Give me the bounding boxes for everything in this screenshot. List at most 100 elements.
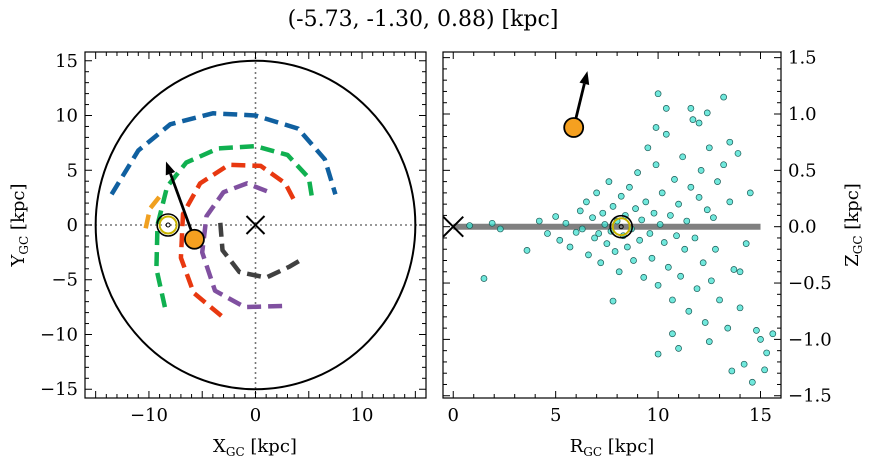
scatter-point [642,198,650,206]
scatter-point [488,219,496,227]
scatter-point [632,205,639,213]
scatter-point [595,230,603,237]
scatter-point [583,198,590,206]
scatter-point [667,212,674,219]
y-tick-label: −1.5 [788,386,832,407]
scatter-point [695,119,703,127]
scatter-point [675,200,682,208]
scatter-point [611,248,619,255]
scatter-point [742,240,750,247]
scatter-point [664,263,672,271]
scatter-point [769,330,777,338]
scatter-point [648,254,656,262]
y-tick-label: −5 [51,270,78,291]
scatter-point [697,166,705,174]
scatter-point [576,207,584,215]
scatter-point [591,234,598,242]
spiral-arm-6 [143,195,162,229]
scatter-point [601,221,609,228]
y-tick-label: 15 [55,51,78,72]
scatter-point [662,130,670,138]
velocity-arrow [169,173,196,240]
scatter-point [705,144,713,152]
z-axis-label: ZGC [kpc] [842,183,865,267]
scatter-point [675,345,682,352]
scatter-point [699,259,707,267]
scatter-point [677,272,684,280]
x-tick-label: 0 [250,405,261,426]
scatter-point [624,243,631,251]
cluster-marker [156,213,180,237]
scatter-point [605,178,613,185]
x-tick-label: 0 [448,405,459,426]
cluster-marker [618,224,624,230]
scatter-point [615,268,623,276]
galactic-center-marker [245,215,266,235]
y-tick-label: 0 [67,215,78,236]
scatter-point [636,236,644,244]
scatter-point [617,192,625,200]
scatter-point [589,214,596,222]
scatter-point [578,225,586,233]
y-tick-label: −15 [40,379,78,400]
star-position-marker [184,228,205,250]
xy-panel: −10 0 10 −15 −10 −5 0 5 10 15 XGC [kpc] YGC [kpc] [8,51,427,459]
y-tick-label: −10 [40,324,78,345]
scatter-point [654,281,662,289]
scatter-point [689,116,697,123]
scatter-point [730,266,738,273]
scatter-point [669,330,676,338]
y-tick-label: 10 [55,106,78,127]
scatter-point [660,239,668,246]
scatter-point [681,245,689,253]
scatter-point [734,150,742,157]
cluster-marker [158,215,178,235]
scatter-point [703,206,711,214]
scatter-point [714,178,721,185]
scatter-point [656,221,664,228]
scatter-point [728,367,736,375]
scatter-point [650,209,658,217]
scatter-point [673,232,680,240]
scatter-point [720,161,727,169]
scatter-point [720,93,727,101]
cluster-marker [609,214,634,239]
scatter-point [748,378,756,386]
scatter-point [701,319,709,326]
y-tick-label: 0.5 [788,160,817,181]
scatter-point [691,234,699,242]
y-tick-label: 1.0 [788,104,817,125]
x-tick-label: 10 [351,405,374,426]
y-tick-label: 1.5 [788,48,817,69]
cluster-marker [165,222,171,228]
scatter-point [466,222,473,229]
scatter-point [710,214,717,222]
spiral-arm-1 [109,111,338,196]
scatter-point [685,307,693,315]
spiral-arm-4 [199,181,283,310]
spiral-arm-5 [218,222,306,280]
scatter-point [726,198,734,206]
scatter-point [683,217,691,225]
star-position-marker [563,117,585,138]
x-tick-label: 15 [749,405,772,426]
scatter-point [640,274,648,281]
scatter-point [654,350,662,358]
spiral-arm-3 [178,162,296,318]
scatter-point [652,161,660,169]
scatter-point [572,228,580,236]
scatter-point [712,245,719,253]
scatter-point [562,219,570,227]
scatter-point [658,189,666,197]
scatter-point [654,90,662,98]
scatter-point [556,236,564,244]
y-tick-label: 5 [67,160,78,181]
scatter-point [746,189,754,197]
scatter-point [679,153,687,161]
scatter-point [736,304,744,312]
scatter-point [693,285,701,293]
scatter-point [599,209,607,217]
scatter-point [695,194,703,201]
scatter-point [763,349,771,357]
